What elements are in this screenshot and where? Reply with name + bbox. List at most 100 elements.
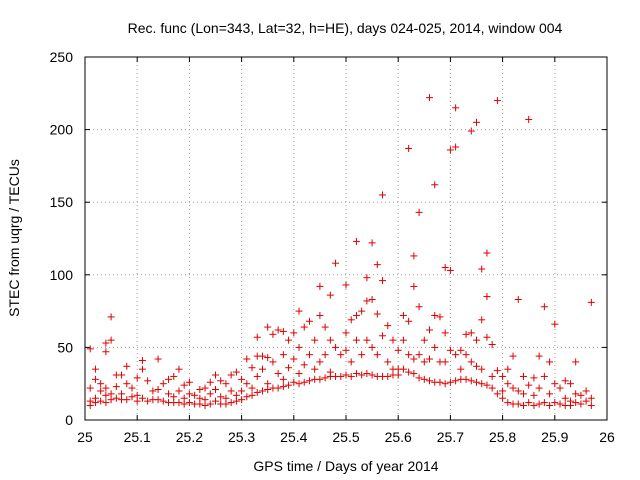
data-point (452, 351, 460, 359)
data-point (551, 399, 559, 407)
data-point (462, 375, 470, 383)
data-point (514, 295, 522, 303)
data-point (253, 388, 261, 396)
data-point (258, 387, 266, 395)
x-axis-label: GPS time / Days of year 2014 (253, 458, 438, 474)
data-point (305, 317, 313, 325)
data-point (467, 358, 475, 366)
data-point (326, 336, 334, 344)
data-point (243, 355, 251, 363)
data-point (556, 400, 564, 408)
data-point (431, 343, 439, 351)
data-point (352, 370, 360, 378)
data-point (217, 377, 225, 385)
data-point (305, 351, 313, 359)
data-point (399, 311, 407, 319)
x-tick-label: 25.4 (280, 429, 307, 445)
y-axis-ticks: 0 50 100 150 200 250 (50, 49, 607, 428)
data-point (321, 374, 329, 382)
data-point (133, 374, 141, 382)
data-point (441, 358, 449, 366)
data-point (274, 384, 282, 392)
data-point (426, 355, 434, 363)
data-point (582, 397, 590, 405)
data-point (473, 362, 480, 370)
data-point (201, 384, 209, 392)
data-point (279, 375, 287, 383)
y-axis-label: STEC from uqrg / TECUs (6, 159, 22, 317)
data-point (102, 384, 110, 392)
data-point (285, 364, 293, 372)
data-point (379, 191, 387, 199)
data-point (102, 339, 110, 347)
x-tick-label: 25.7 (437, 429, 464, 445)
data-point (316, 282, 324, 290)
data-point (159, 380, 167, 388)
data-point (379, 332, 387, 340)
data-point (405, 317, 413, 325)
data-point (165, 375, 173, 383)
data-point (285, 336, 293, 344)
data-point (264, 386, 272, 394)
data-point (269, 358, 277, 366)
data-point (441, 264, 449, 272)
data-point (248, 391, 256, 399)
data-point (368, 295, 376, 303)
data-point (473, 118, 480, 126)
data-point (274, 326, 282, 334)
data-point (426, 94, 434, 102)
data-point (347, 316, 355, 324)
data-point (165, 390, 173, 398)
data-point (227, 399, 235, 407)
data-point (238, 387, 246, 395)
data-point (546, 358, 554, 366)
data-point (279, 383, 287, 391)
data-point (420, 358, 428, 366)
data-point (175, 365, 183, 373)
x-tick-label: 25.6 (385, 429, 412, 445)
data-point (519, 390, 527, 398)
data-point (399, 336, 407, 344)
data-point (300, 361, 308, 369)
data-point (352, 237, 360, 245)
data-point (264, 354, 272, 362)
data-points (86, 94, 595, 409)
data-point (415, 351, 423, 359)
x-tick-label: 25.2 (176, 429, 203, 445)
data-point (212, 397, 219, 405)
data-point (394, 346, 402, 354)
data-point (525, 381, 533, 389)
data-point (478, 380, 486, 388)
data-point (107, 396, 115, 404)
data-point (509, 384, 517, 392)
data-point (405, 144, 413, 152)
data-point (238, 396, 246, 404)
data-point (457, 365, 465, 373)
data-point (159, 397, 167, 405)
data-point (222, 400, 230, 408)
data-point (107, 313, 115, 321)
data-point (217, 393, 225, 401)
data-point (535, 384, 543, 392)
data-point (206, 400, 214, 408)
data-point (170, 372, 178, 380)
data-point (316, 358, 324, 366)
data-point (91, 365, 99, 373)
data-point (373, 310, 381, 318)
data-point (347, 372, 355, 380)
data-point (352, 336, 360, 344)
data-point (279, 327, 287, 335)
data-point (206, 390, 214, 398)
data-point (332, 259, 340, 267)
data-point (232, 397, 240, 405)
data-point (258, 352, 266, 360)
data-point (530, 401, 538, 409)
y-tick-label: 150 (50, 194, 74, 210)
data-point (467, 377, 475, 385)
y-tick-label: 250 (50, 49, 74, 65)
data-point (483, 249, 491, 257)
data-point (540, 372, 548, 380)
data-point (102, 348, 110, 356)
data-point (128, 384, 136, 392)
data-point (509, 352, 517, 360)
